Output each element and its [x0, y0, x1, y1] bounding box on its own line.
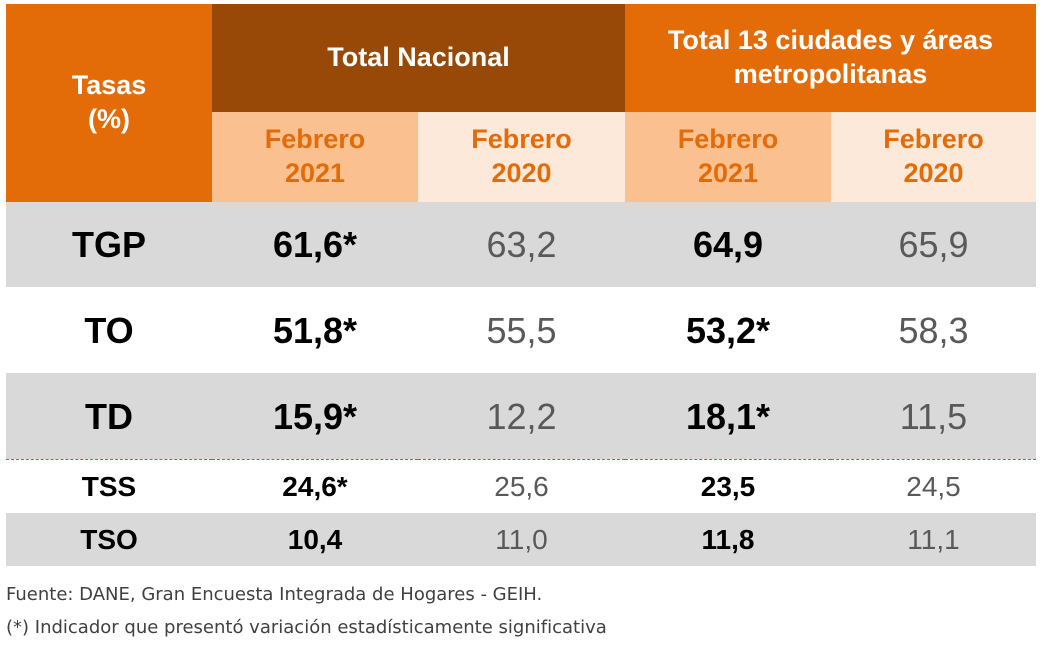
- period-header: Febrero 2021: [212, 112, 418, 202]
- rate-header-line: (%): [88, 104, 130, 134]
- table-cell: 53,2*: [625, 287, 831, 373]
- table-cell: 24,6*: [212, 459, 418, 513]
- significance-note: (*) Indicador que presentó variación est…: [6, 617, 607, 638]
- row-label: TO: [6, 287, 212, 373]
- period-year: 2020: [903, 158, 964, 188]
- row-label: TGP: [6, 202, 212, 287]
- period-year: 2020: [491, 158, 552, 188]
- period-header: Febrero 2020: [831, 112, 1036, 202]
- table-cell: 63,2: [418, 202, 625, 287]
- source-note: Fuente: DANE, Gran Encuesta Integrada de…: [6, 584, 543, 605]
- table-cell: 55,5: [418, 287, 625, 373]
- table-cell: 12,2: [418, 373, 625, 459]
- group-header: Total Nacional: [212, 4, 625, 112]
- rate-header: Tasas (%): [6, 4, 212, 202]
- period-month: Febrero: [264, 124, 366, 155]
- period-header: Febrero 2021: [625, 112, 831, 202]
- rate-header-line: Tasas: [71, 70, 147, 101]
- table-cell: 11,0: [418, 513, 625, 566]
- table-cell: 24,5: [831, 459, 1036, 513]
- period-month: Febrero: [883, 124, 984, 155]
- table-cell: 51,8*: [212, 287, 418, 373]
- table-cell: 64,9: [625, 202, 831, 287]
- period-year: 2021: [697, 158, 759, 188]
- period-year: 2021: [284, 158, 346, 188]
- period-month: Febrero: [471, 124, 572, 155]
- row-label: TSS: [6, 459, 212, 513]
- table-cell: 11,1: [831, 513, 1036, 566]
- table-cell: 58,3: [831, 287, 1036, 373]
- table-cell: 65,9: [831, 202, 1036, 287]
- table-cell: 11,8: [625, 513, 831, 566]
- row-label: TD: [6, 373, 212, 459]
- table-cell: 23,5: [625, 459, 831, 513]
- table-cell: 11,5: [831, 373, 1036, 459]
- row-label: TSO: [6, 513, 212, 566]
- table-cell: 15,9*: [212, 373, 418, 459]
- table-cell: 18,1*: [625, 373, 831, 459]
- table-cell: 25,6: [418, 459, 625, 513]
- group-header: Total 13 ciudades y áreas metropolitanas: [625, 4, 1036, 112]
- period-month: Febrero: [677, 124, 779, 155]
- table-cell: 10,4: [212, 513, 418, 566]
- period-header: Febrero 2020: [418, 112, 625, 202]
- table-cell: 61,6*: [212, 202, 418, 287]
